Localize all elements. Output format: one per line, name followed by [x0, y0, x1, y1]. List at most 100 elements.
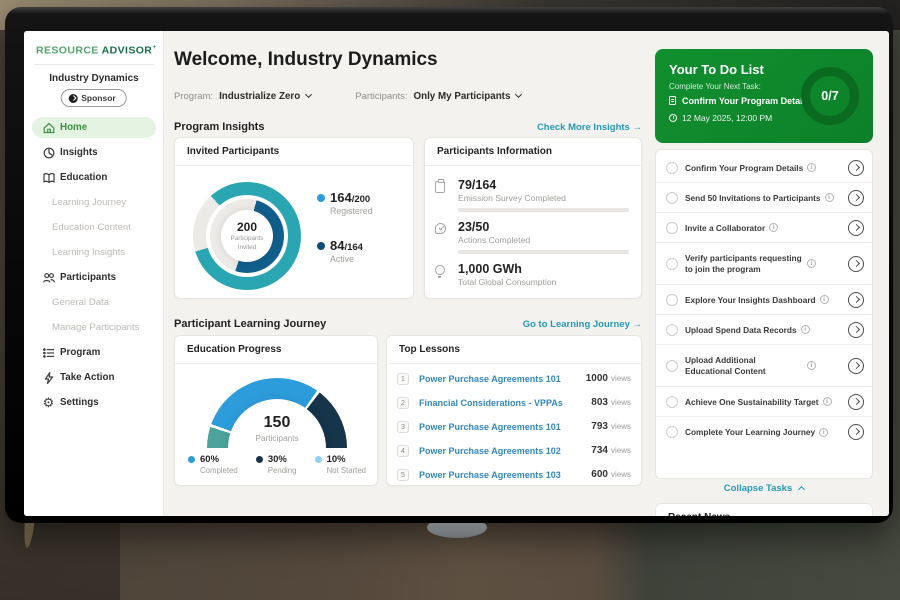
gauge-center-value: 150 — [175, 414, 379, 432]
sidebar-item-learning-insights[interactable]: Learning Insights — [24, 240, 164, 265]
legend-dot — [315, 456, 322, 463]
sidebar-item-general-data[interactable]: General Data — [24, 290, 164, 315]
task-checkbox[interactable] — [666, 426, 678, 438]
stat-global-consumption: 1,000 GWh Total Global Consumption — [435, 262, 629, 292]
gear-icon: ⚙ — [41, 395, 56, 410]
info-icon[interactable]: i — [801, 325, 810, 334]
chevron-right-icon[interactable] — [848, 292, 864, 308]
task-checkbox[interactable] — [666, 324, 678, 336]
chevron-right-icon[interactable] — [848, 322, 864, 338]
people-icon — [41, 270, 56, 285]
program-filter[interactable]: Program:Industrialize Zero — [174, 91, 311, 102]
info-icon[interactable]: i — [807, 361, 816, 370]
task-row-confirm-program[interactable]: Confirm Your Program Details i — [656, 153, 872, 183]
task-checkbox[interactable] — [666, 294, 678, 306]
task-checkbox[interactable] — [666, 222, 678, 234]
task-checkbox[interactable] — [666, 192, 678, 204]
sidebar-item-settings[interactable]: ⚙ Settings — [24, 390, 164, 415]
chevron-right-icon[interactable] — [848, 394, 864, 410]
education-progress-card: Education Progress 150 Participants 60% … — [174, 335, 378, 486]
check-more-insights-link[interactable]: Check More Insights → — [537, 122, 642, 133]
sidebar-item-home[interactable]: Home — [24, 115, 164, 140]
lesson-link[interactable]: Power Purchase Agreements 102 — [419, 446, 561, 456]
chevron-right-icon[interactable] — [848, 160, 864, 176]
task-checkbox[interactable] — [666, 258, 678, 270]
sidebar-item-manage-participants[interactable]: Manage Participants — [24, 315, 164, 340]
sidebar-item-program[interactable]: Program — [24, 340, 164, 365]
card-title: Invited Participants — [175, 138, 413, 166]
task-row-upload-spend-data[interactable]: Upload Spend Data Records i — [656, 315, 872, 345]
task-row-complete-learning-journey[interactable]: Complete Your Learning Journey i — [656, 417, 872, 447]
app-logo: RESOURCE ADVISOR+ — [36, 44, 157, 57]
legend-completed: 60% Completed — [188, 454, 238, 475]
gauge-center-label: Participants — [175, 433, 379, 443]
lesson-link[interactable]: Power Purchase Agreements 103 — [419, 470, 561, 480]
sidebar-item-learning-journey[interactable]: Learning Journey — [24, 190, 164, 215]
lesson-link[interactable]: Power Purchase Agreements 101 — [419, 422, 561, 432]
invited-participants-card: Invited Participants 200 Participants In… — [174, 137, 414, 299]
actions-icon — [435, 223, 446, 234]
section-title-learning-journey: Participant Learning Journey — [174, 318, 326, 330]
take-action-icon — [41, 370, 56, 385]
arrow-right-icon: → — [633, 319, 643, 330]
sidebar-item-participants[interactable]: Participants — [24, 265, 164, 290]
clipboard-icon — [669, 96, 676, 105]
task-row-send-invitations[interactable]: Send 50 Invitations to Participants i — [656, 183, 872, 213]
card-title: Top Lessons — [387, 336, 641, 364]
sidebar-item-take-action[interactable]: Take Action — [24, 365, 164, 390]
progress-bar — [458, 250, 629, 254]
info-icon[interactable]: i — [820, 295, 829, 304]
lesson-row: 3 Power Purchase Agreements 101 793views — [397, 416, 631, 440]
task-checkbox[interactable] — [666, 360, 678, 372]
task-row-verify-participants[interactable]: Verify participants requesting to join t… — [656, 243, 872, 285]
info-icon[interactable]: i — [819, 428, 828, 437]
rank-badge: 4 — [397, 445, 409, 457]
legend-dot — [317, 242, 325, 250]
rank-badge: 2 — [397, 397, 409, 409]
donut-legend: 164/200 Registered 84/164 Active — [317, 190, 373, 286]
participants-filter[interactable]: Participants:Only My Participants — [355, 91, 521, 102]
collapse-tasks-link[interactable]: Collapse Tasks — [655, 483, 873, 494]
lesson-link[interactable]: Power Purchase Agreements 101 — [419, 374, 561, 384]
info-icon[interactable]: i — [823, 397, 832, 406]
lesson-link[interactable]: Financial Considerations - VPPAs — [419, 398, 563, 408]
chevron-down-icon — [515, 91, 522, 98]
task-row-achieve-target[interactable]: Achieve One Sustainability Target i — [656, 387, 872, 417]
chevron-right-icon[interactable] — [848, 358, 864, 374]
donut-center: 200 Participants Invited — [221, 210, 273, 262]
info-icon[interactable]: i — [807, 163, 816, 172]
bulb-icon — [435, 265, 445, 275]
legend-dot — [256, 456, 263, 463]
dashboard-screen: RESOURCE ADVISOR+ Industry Dynamics Spon… — [24, 31, 889, 516]
legend-active: 84/164 Active — [317, 238, 373, 264]
legend-not-started: 10% Not Started — [315, 454, 366, 475]
filter-bar: Program:Industrialize Zero Participants:… — [174, 91, 521, 102]
stat-emission-survey: 79/164 Emission Survey Completed — [435, 178, 629, 216]
chevron-right-icon[interactable] — [848, 220, 864, 236]
task-checkbox[interactable] — [666, 162, 678, 174]
sidebar-item-insights[interactable]: Insights — [24, 140, 164, 165]
rank-badge: 3 — [397, 421, 409, 433]
card-title: Education Progress — [175, 336, 377, 364]
info-icon[interactable]: i — [769, 223, 778, 232]
info-icon[interactable]: i — [825, 193, 834, 202]
sidebar-item-education-content[interactable]: Education Content — [24, 215, 164, 240]
todo-next-task: Confirm Your Program Details — [669, 96, 810, 106]
section-title-program-insights: Program Insights — [174, 121, 264, 133]
info-icon[interactable]: i — [807, 259, 816, 268]
divider — [34, 64, 154, 65]
task-row-explore-insights[interactable]: Explore Your Insights Dashboard i — [656, 285, 872, 315]
sidebar-item-education[interactable]: Education — [24, 165, 164, 190]
task-row-invite-collaborator[interactable]: Invite a Collaborator i — [656, 213, 872, 243]
go-to-learning-journey-link[interactable]: Go to Learning Journey → — [523, 319, 642, 330]
task-checkbox[interactable] — [666, 396, 678, 408]
recent-news-title: Recent News — [656, 504, 872, 516]
task-row-upload-educational-content[interactable]: Upload Additional Educational Content i — [656, 345, 872, 387]
chevron-right-icon[interactable] — [848, 424, 864, 440]
monitor-bezel: RESOURCE ADVISOR+ Industry Dynamics Spon… — [5, 7, 893, 523]
book-icon — [41, 170, 56, 185]
chevron-right-icon[interactable] — [848, 190, 864, 206]
sidebar-menu: Home Insights Education Learning Journey — [24, 115, 164, 415]
chevron-right-icon[interactable] — [848, 256, 864, 272]
legend-dot — [188, 456, 195, 463]
